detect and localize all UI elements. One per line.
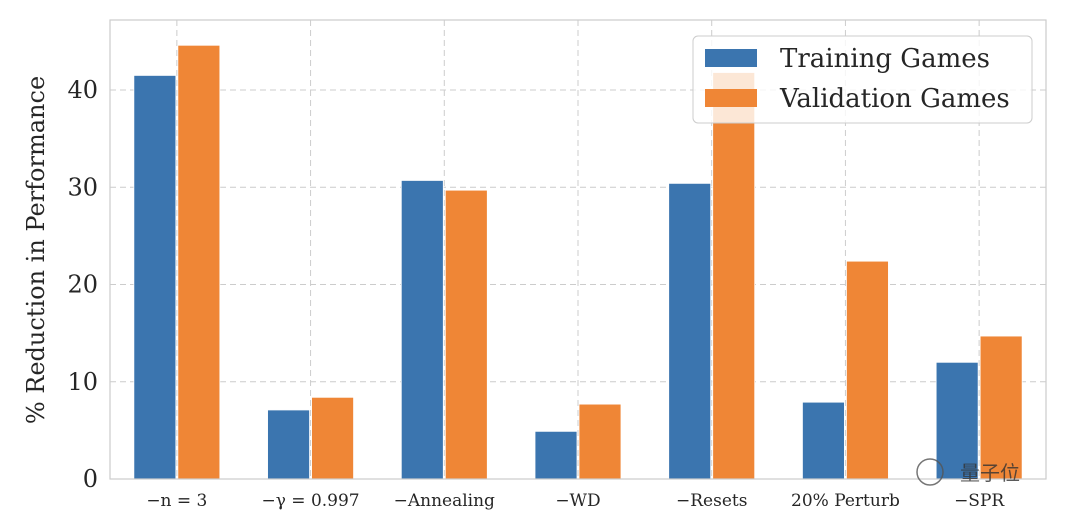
y-tick-label: 20 [67,271,98,299]
bar-training [534,430,578,480]
x-tick-label: −n = 3 [146,491,207,511]
watermark: 量子位 [916,458,1020,486]
y-tick-label: 40 [67,76,98,104]
bar-training [400,180,444,480]
x-tick-label: −WD [555,491,600,511]
svg-text:量子位: 量子位 [960,461,1020,485]
y-tick-label: 10 [67,368,98,396]
bar-training [802,401,845,480]
legend-swatch-training [705,49,757,67]
x-tick-label: −Annealing [394,491,495,511]
bar-validation [177,44,221,480]
legend: Training Games Validation Games [692,35,1033,124]
x-tick-label: −Resets [676,491,747,511]
bar-validation [712,72,756,480]
bar-validation [979,335,1023,480]
wechat-icon [916,458,944,486]
y-ticks: 0 10 20 30 40 [67,76,98,493]
bar-training [267,409,310,480]
legend-swatch-validation [705,89,757,107]
legend-label-validation: Validation Games [779,84,1010,114]
bar-validation [578,403,622,480]
bar-training [935,361,979,480]
bar-training [668,182,712,480]
legend-label-training: Training Games [780,44,990,74]
y-tick-label: 0 [83,465,98,493]
x-ticks: −n = 3 −γ = 0.997 −Annealing −WD −Resets 20% … [146,491,1005,511]
bars [133,44,1023,480]
x-tick-label: 20% Perturb [791,491,900,511]
y-axis-label: % Reduction in Performance [22,76,50,424]
bar-validation [311,396,354,480]
plot-frame [109,19,1047,480]
x-tick-label: −γ = 0.997 [262,491,360,511]
bar-training [133,75,177,480]
bar-validation [846,260,889,480]
bar-validation [444,189,488,480]
x-tick-label: −SPR [954,491,1005,511]
y-tick-label: 30 [67,173,98,201]
